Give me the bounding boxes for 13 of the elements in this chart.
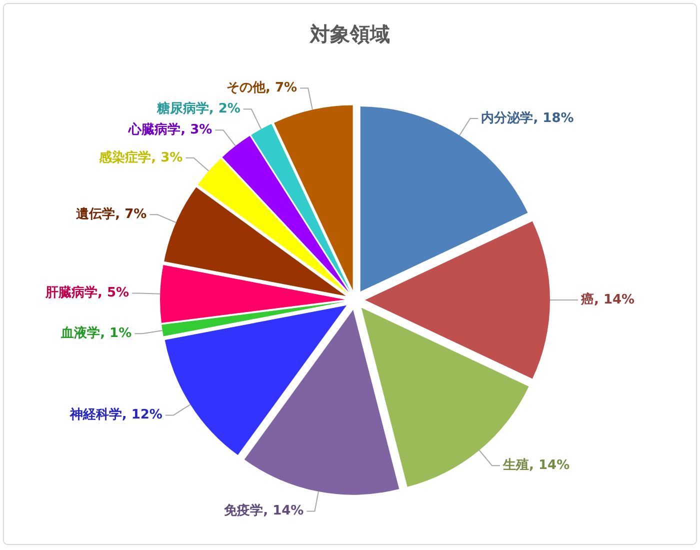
slice-label: 内分泌学, 18% (481, 110, 574, 126)
slice-label: 神経科学, 12% (68, 406, 162, 423)
slice-label: 癌, 14% (580, 292, 635, 308)
slice-label: 肝臓病学, 5% (44, 284, 130, 301)
slice-label: 血液学, 1% (60, 325, 132, 342)
slice-label: 遺伝学, 7% (76, 207, 147, 222)
slice-label: 生殖, 14% (502, 458, 570, 474)
slice-label: 感染症学, 3% (98, 149, 183, 166)
slice-label: 糖尿病学, 2% (156, 100, 240, 117)
slice-label: その他, 7% (226, 80, 298, 96)
slice-label: 免疫学, 14% (223, 502, 304, 519)
slice-label: 心臓病学, 3% (128, 122, 212, 138)
chart-title: 対象領域 (309, 22, 390, 46)
